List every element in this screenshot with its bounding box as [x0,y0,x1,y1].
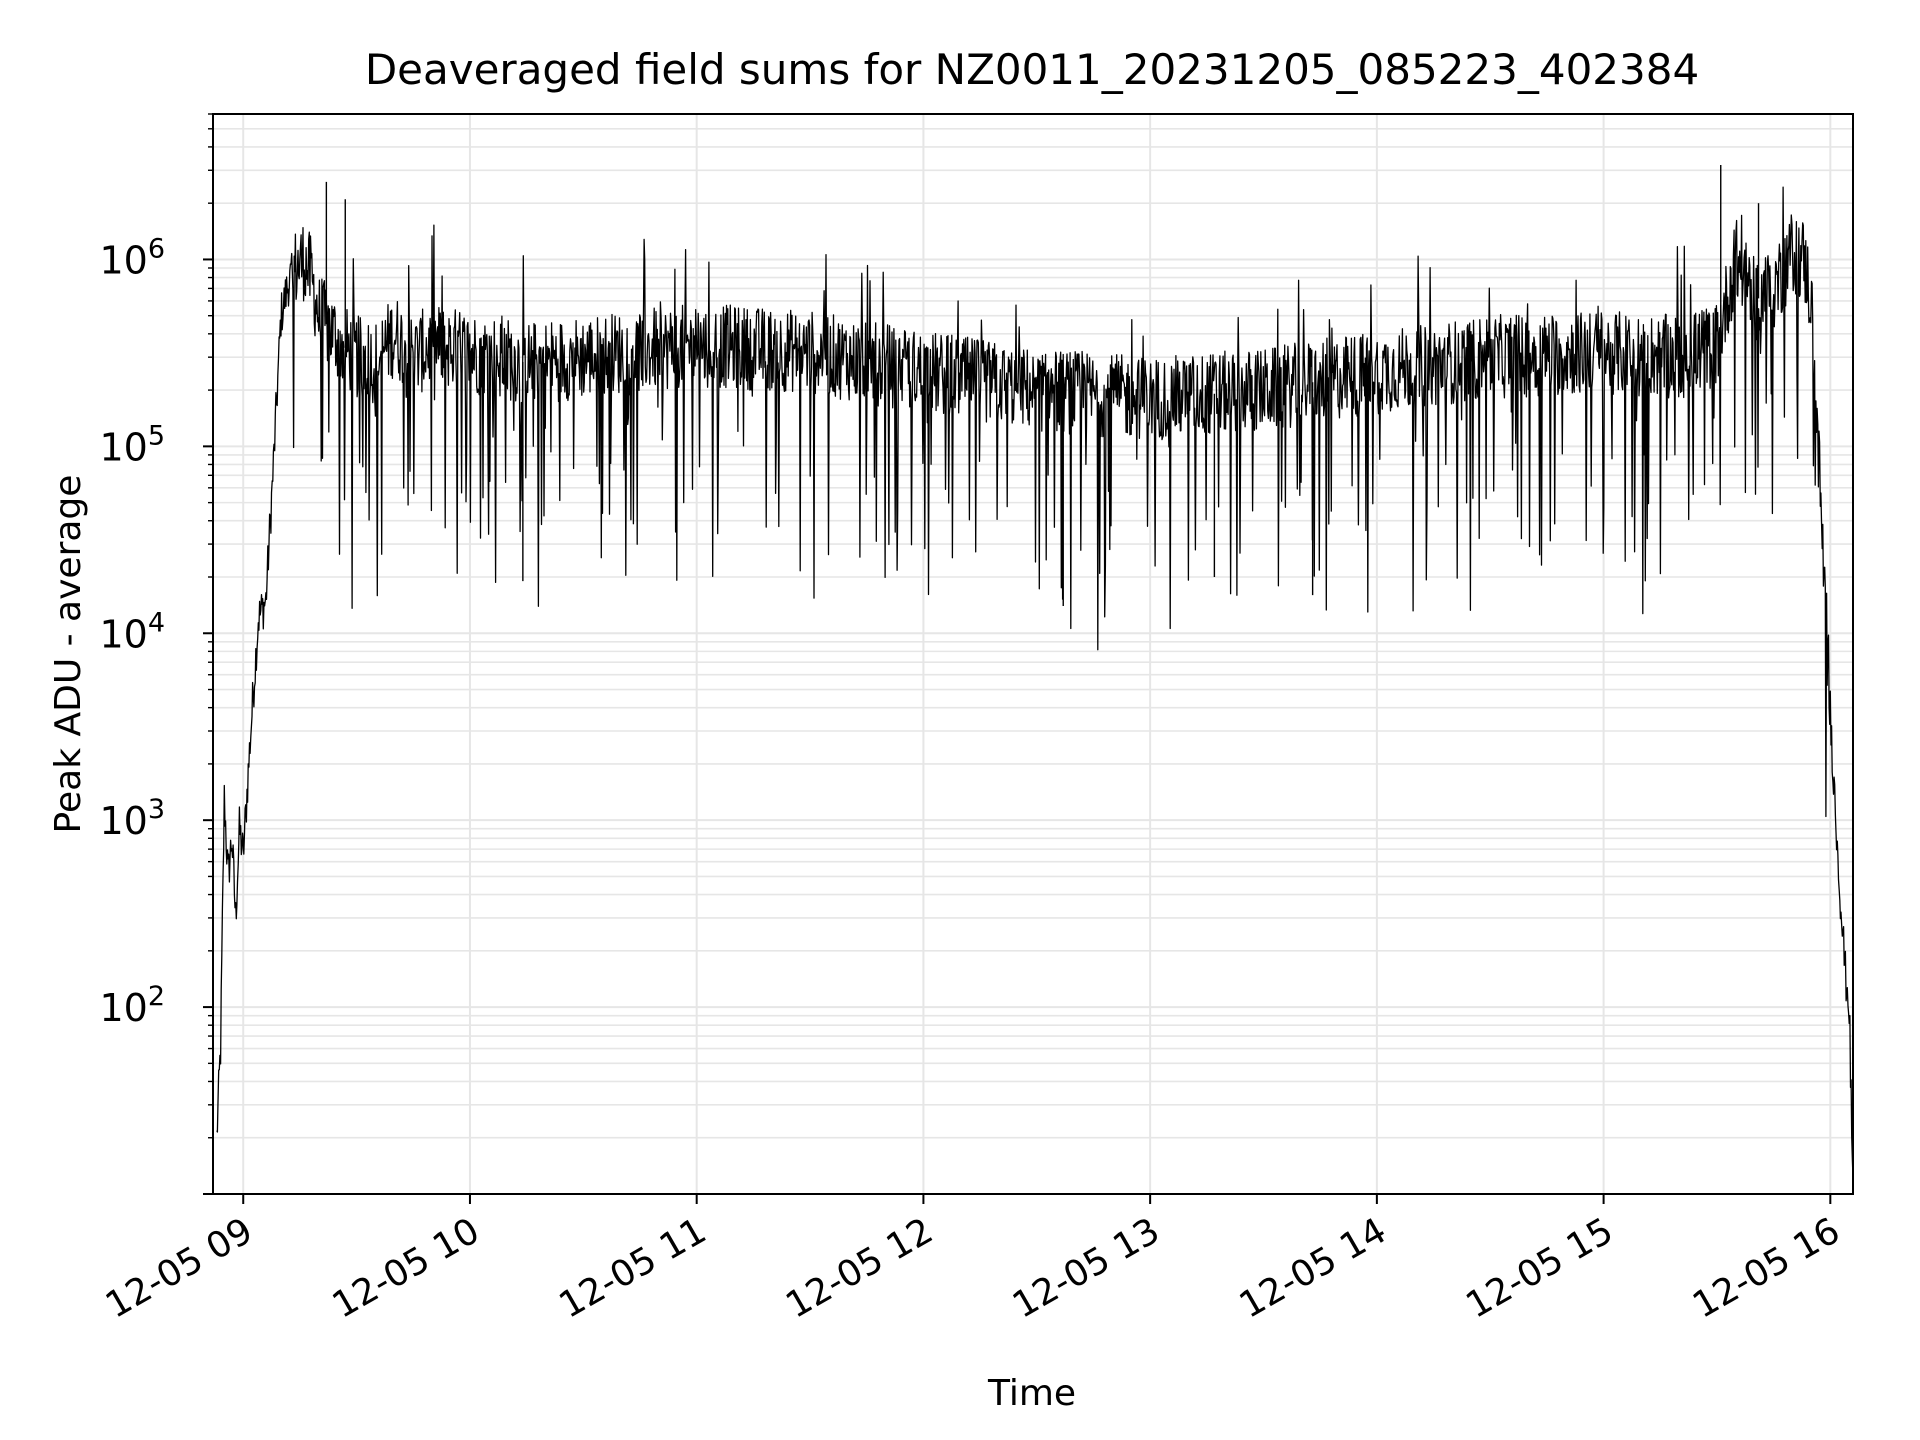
y-axis-label: Peak ADU - average [48,475,89,834]
y-tick-label: 105 [99,420,165,469]
y-tick-label: 104 [99,607,165,656]
data-series [216,165,1854,1178]
y-tick-label: 102 [99,981,165,1030]
x-axis-label: Time [987,1373,1076,1414]
y-tick-base: 10 [99,799,147,843]
y-tick-base: 10 [99,425,147,469]
y-tick-exponent: 2 [148,981,165,1012]
y-tick-exponent: 3 [148,794,165,825]
y-tick-exponent: 5 [148,420,165,451]
y-tick-base: 10 [99,612,147,656]
chart-title: Deaveraged field sums for NZ0011_2023120… [365,45,1699,94]
y-tick-exponent: 6 [148,233,165,264]
y-tick-label: 103 [99,794,165,843]
y-tick-label: 106 [99,233,165,282]
series-line [216,186,1854,1178]
y-tick-base: 10 [99,986,147,1030]
plot-frame [212,113,1854,1195]
y-tick-exponent: 4 [148,607,165,638]
y-tick-base: 10 [99,238,147,282]
